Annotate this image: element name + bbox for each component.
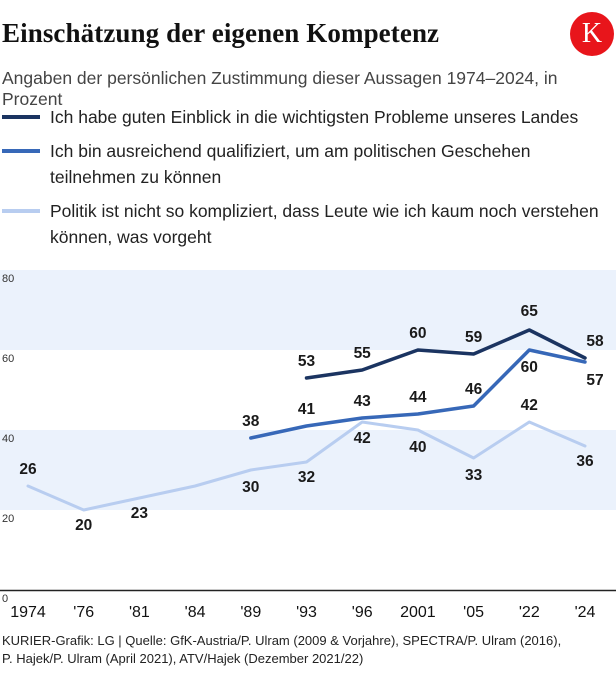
x-tick-label: '89 bbox=[240, 604, 261, 621]
data-label: 55 bbox=[354, 345, 372, 362]
y-tick-label: 60 bbox=[2, 353, 14, 365]
data-label: 23 bbox=[131, 505, 149, 522]
data-label: 41 bbox=[298, 401, 316, 418]
legend-label: Politik ist nicht so kompliziert, dass L… bbox=[50, 201, 599, 247]
data-label: 36 bbox=[576, 453, 594, 470]
data-label: 26 bbox=[19, 461, 37, 478]
x-tick-label: '96 bbox=[352, 604, 373, 621]
x-tick-label: '05 bbox=[463, 604, 484, 621]
data-label: 57 bbox=[586, 372, 603, 389]
x-tick-label: '81 bbox=[129, 604, 150, 621]
kurier-logo[interactable]: K bbox=[570, 12, 614, 56]
legend-label: Ich bin ausreichend qualifiziert, um am … bbox=[50, 141, 531, 187]
y-tick-label: 40 bbox=[2, 433, 14, 445]
legend-label: Ich habe guten Einblick in die wichtigst… bbox=[50, 107, 579, 127]
chart-subtitle: Angaben der persönlichen Zustimmung dies… bbox=[2, 68, 558, 109]
data-label: 40 bbox=[409, 439, 426, 456]
y-tick-label: 0 bbox=[2, 593, 8, 605]
data-label: 46 bbox=[465, 381, 483, 398]
legend-item-qualifiziert: Ich bin ausreichend qualifiziert, um am … bbox=[2, 138, 602, 190]
series-line-2 bbox=[249, 348, 587, 440]
logo-letter: K bbox=[581, 18, 603, 49]
data-label: 60 bbox=[409, 325, 426, 342]
x-tick-label: '93 bbox=[296, 604, 317, 621]
data-label: 33 bbox=[465, 467, 483, 484]
line-chart: 0 20 40 60 80 1974 '76 '81 '84 '89 '93 '96 2001 '05 '2… bbox=[0, 270, 616, 621]
data-label: 32 bbox=[298, 469, 315, 486]
data-label: 53 bbox=[298, 353, 316, 370]
data-label: 43 bbox=[354, 393, 372, 410]
data-label: 42 bbox=[521, 397, 538, 414]
legend-swatch-dark bbox=[2, 115, 40, 119]
x-tick-label: 1974 bbox=[10, 604, 46, 621]
series-line-3 bbox=[26, 420, 587, 512]
data-label: 44 bbox=[409, 389, 427, 406]
data-label: 58 bbox=[586, 333, 604, 350]
data-label: 59 bbox=[465, 329, 483, 346]
source-footer: KURIER-Grafik: LG | Quelle: GfK-Austria/… bbox=[2, 632, 561, 668]
y-tick-label: 80 bbox=[2, 273, 14, 285]
legend: Ich habe guten Einblick in die wichtigst… bbox=[2, 104, 602, 258]
data-label: 42 bbox=[354, 430, 371, 447]
source-line-2: P. Hajek/P. Ulram (April 2021), ATV/Haje… bbox=[2, 651, 364, 666]
legend-swatch-medium bbox=[2, 149, 40, 153]
data-label: 30 bbox=[242, 479, 259, 496]
y-tick-label: 20 bbox=[2, 513, 14, 525]
x-tick-label: '76 bbox=[73, 604, 94, 621]
x-tick-label: '84 bbox=[185, 604, 206, 621]
x-tick-label: 2001 bbox=[400, 604, 436, 621]
data-label: 60 bbox=[521, 359, 538, 376]
x-tick-label: '24 bbox=[575, 604, 596, 621]
legend-swatch-light bbox=[2, 209, 40, 213]
grid-band bbox=[0, 430, 616, 510]
source-line-1: KURIER-Grafik: LG | Quelle: GfK-Austria/… bbox=[2, 633, 562, 648]
chart-title: Einschätzung der eigenen Kompetenz bbox=[2, 18, 440, 48]
data-label: 20 bbox=[75, 517, 92, 534]
series-line-1 bbox=[304, 328, 587, 380]
legend-item-kompliziert: Politik ist nicht so kompliziert, dass L… bbox=[2, 198, 602, 250]
data-label: 38 bbox=[242, 413, 260, 430]
legend-item-einblick: Ich habe guten Einblick in die wichtigst… bbox=[2, 104, 602, 130]
x-tick-label: '22 bbox=[519, 604, 540, 621]
data-label: 65 bbox=[521, 303, 539, 320]
